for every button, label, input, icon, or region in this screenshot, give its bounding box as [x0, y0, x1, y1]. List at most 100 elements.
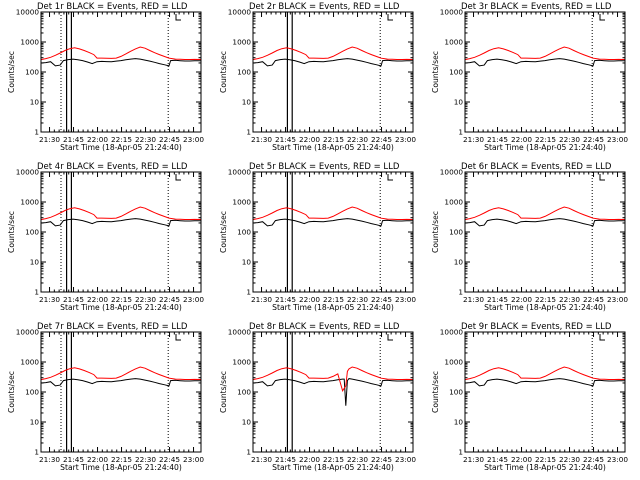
y-tick-label: 10000 — [16, 168, 40, 177]
y-tick-label: 10 — [454, 418, 464, 427]
x-tick-label: 22:15 — [535, 455, 556, 464]
y-tick-label: 10 — [242, 258, 252, 267]
y-tick-label: 10000 — [440, 8, 464, 17]
y-tick-label: 100 — [25, 68, 39, 77]
y-tick-label: 1 — [246, 128, 251, 137]
x-tick-label: 22:30 — [135, 455, 156, 464]
panel-title: Det 3r BLACK = Events, RED = LLD — [461, 2, 612, 12]
panel-det-4r: Det 4r BLACK = Events, RED = LLD 1 10 100 10… — [7, 162, 204, 312]
y-tick-label: 10000 — [440, 328, 464, 337]
y-tick-label: 1 — [246, 288, 251, 297]
x-axis-label: Start Time (18-Apr-05 21:24:40) — [60, 303, 182, 312]
x-tick-label: 21:45 — [63, 135, 84, 144]
y-tick-label: 100 — [237, 228, 251, 237]
y-tick-label: 10 — [30, 418, 40, 427]
x-tick-label: 22:15 — [111, 295, 132, 304]
panel-det-2r: Det 2r BLACK = Events, RED = LLD 1 10 100 10… — [219, 2, 416, 152]
y-axis-label: Counts/sec — [7, 211, 16, 253]
series-lld-line — [465, 206, 625, 221]
x-tick-label: 22:15 — [323, 295, 344, 304]
y-tick-label: 1 — [34, 448, 39, 457]
y-tick-label: 100 — [449, 68, 463, 77]
x-axis-label: Start Time (18-Apr-05 21:24:40) — [484, 303, 606, 312]
x-tick-label: 23:00 — [395, 455, 416, 464]
x-tick-label: 22:45 — [583, 135, 604, 144]
x-tick-label: 22:30 — [559, 295, 580, 304]
y-tick-label: 100 — [237, 388, 251, 397]
x-axis-label: Start Time (18-Apr-05 21:24:40) — [272, 303, 394, 312]
x-tick-label: 22:00 — [299, 455, 320, 464]
panel-title: Det 2r BLACK = Events, RED = LLD — [249, 2, 400, 12]
panel-det-9r: Det 9r BLACK = Events, RED = LLD 1 10 100 10… — [431, 322, 628, 472]
panel-title: Det 1r BLACK = Events, RED = LLD — [37, 2, 188, 12]
x-tick-label: 21:45 — [275, 295, 296, 304]
y-tick-label: 10000 — [16, 328, 40, 337]
x-tick-label: 23:00 — [607, 135, 628, 144]
corner-marker-icon — [387, 334, 393, 341]
corner-marker-icon — [599, 174, 605, 181]
plot-frame — [252, 331, 414, 453]
y-tick-label: 100 — [449, 388, 463, 397]
x-tick-label: 21:45 — [63, 295, 84, 304]
y-tick-label: 10 — [454, 98, 464, 107]
plot-frame — [252, 171, 414, 293]
x-tick-label: 22:30 — [559, 455, 580, 464]
y-tick-label: 100 — [25, 228, 39, 237]
panel-det-3r: Det 3r BLACK = Events, RED = LLD 1 10 100 10… — [431, 2, 628, 152]
y-tick-label: 1000 — [232, 198, 251, 207]
corner-marker-icon — [599, 334, 605, 341]
y-tick-label: 10 — [30, 98, 40, 107]
series-lld-line — [253, 366, 413, 392]
x-tick-label: 21:30 — [463, 455, 484, 464]
x-tick-label: 21:30 — [251, 455, 272, 464]
x-tick-label: 21:45 — [63, 455, 84, 464]
plot-frame — [464, 11, 626, 133]
x-tick-label: 22:45 — [159, 455, 180, 464]
y-tick-label: 1 — [246, 448, 251, 457]
series-lld-line — [41, 46, 201, 61]
x-tick-label: 22:45 — [371, 455, 392, 464]
x-tick-label: 22:15 — [323, 135, 344, 144]
x-tick-label: 22:30 — [135, 135, 156, 144]
corner-marker-icon — [387, 174, 393, 181]
y-tick-label: 1 — [34, 128, 39, 137]
x-tick-label: 22:30 — [347, 295, 368, 304]
y-tick-label: 10 — [454, 258, 464, 267]
x-tick-label: 22:00 — [87, 455, 108, 464]
series-lld-line — [41, 206, 201, 221]
panel-title: Det 4r BLACK = Events, RED = LLD — [37, 162, 188, 172]
x-tick-label: 22:15 — [111, 135, 132, 144]
panel-det-1r: Det 1r BLACK = Events, RED = LLD 1 10 100 10… — [7, 2, 204, 152]
series-lld-line — [465, 366, 625, 381]
panel-title: Det 6r BLACK = Events, RED = LLD — [461, 162, 612, 172]
x-tick-label: 23:00 — [395, 135, 416, 144]
y-axis-label: Counts/sec — [219, 51, 228, 93]
y-axis-label: Counts/sec — [219, 371, 228, 413]
y-tick-label: 1000 — [444, 358, 463, 367]
series-events-line — [41, 58, 201, 67]
y-tick-label: 1000 — [232, 38, 251, 47]
x-axis-label: Start Time (18-Apr-05 21:24:40) — [60, 463, 182, 472]
corner-marker-icon — [599, 14, 605, 21]
y-tick-label: 1 — [458, 448, 463, 457]
panel-det-6r: Det 6r BLACK = Events, RED = LLD 1 10 100 10… — [431, 162, 628, 312]
x-tick-label: 22:00 — [511, 295, 532, 304]
corner-marker-icon — [175, 174, 181, 181]
y-tick-label: 10 — [242, 98, 252, 107]
corner-marker-icon — [175, 14, 181, 21]
x-tick-label: 21:30 — [39, 295, 60, 304]
y-tick-label: 1 — [458, 128, 463, 137]
plot-frame — [40, 331, 202, 453]
x-tick-label: 23:00 — [607, 455, 628, 464]
x-tick-label: 21:30 — [463, 135, 484, 144]
series-lld-line — [253, 206, 413, 221]
x-tick-label: 21:45 — [275, 455, 296, 464]
x-tick-label: 22:30 — [559, 135, 580, 144]
panel-title: Det 5r BLACK = Events, RED = LLD — [249, 162, 400, 172]
y-axis-label: Counts/sec — [7, 51, 16, 93]
series-lld-line — [41, 366, 201, 381]
x-axis-label: Start Time (18-Apr-05 21:24:40) — [484, 143, 606, 152]
x-axis-label: Start Time (18-Apr-05 21:24:40) — [484, 463, 606, 472]
y-axis-label: Counts/sec — [7, 371, 16, 413]
